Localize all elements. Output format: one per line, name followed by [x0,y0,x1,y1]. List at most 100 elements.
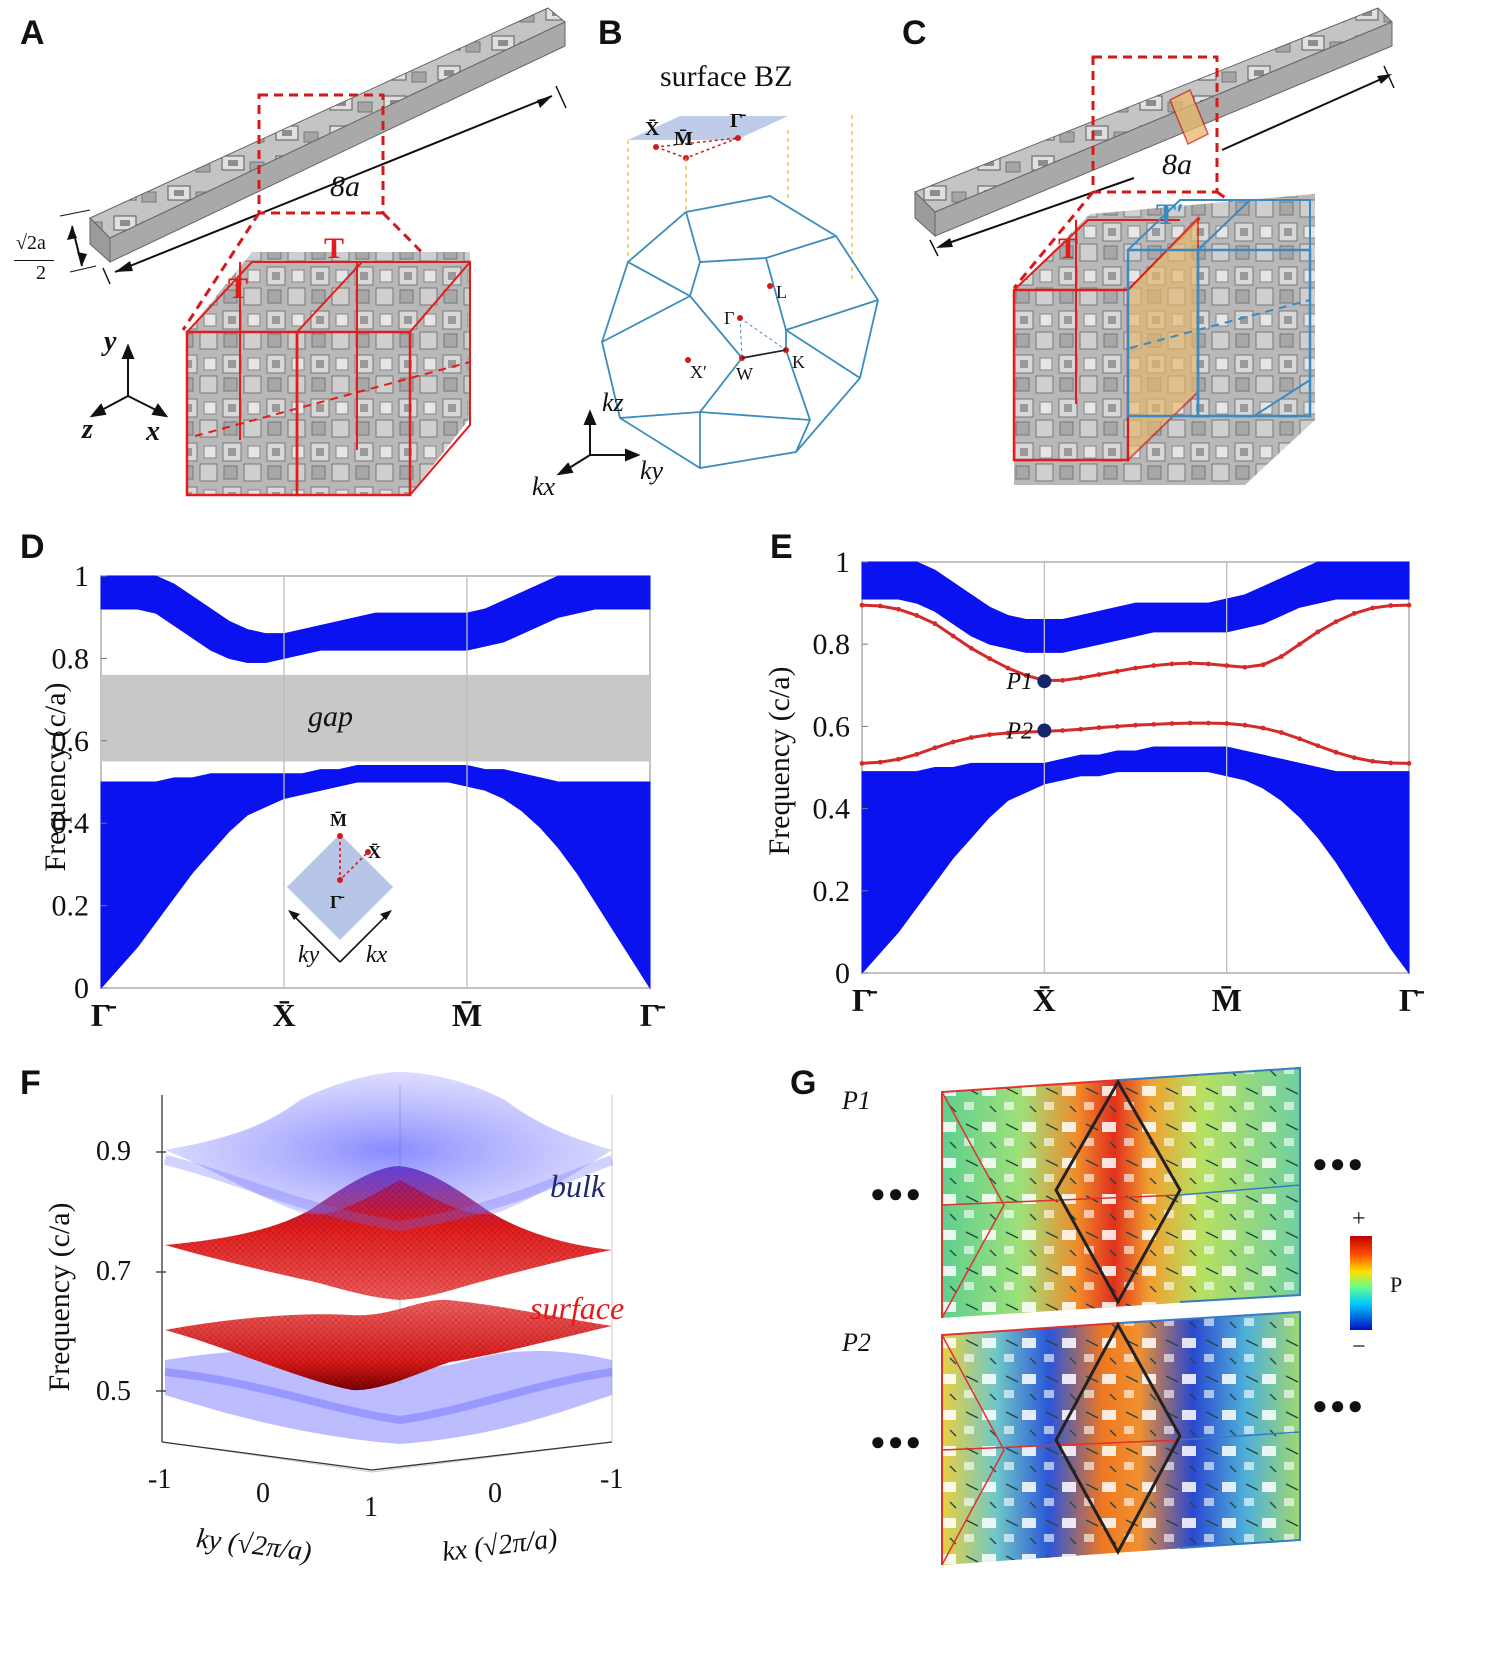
chart-e-frame [861,561,1410,974]
chart-e-edge-point-0-13 [1096,672,1102,678]
chart-f-left-tick-0: -1 [148,1464,172,1495]
chart-d-inset-axis-label-0: ky [298,942,320,968]
chart-d-inset-arrow-ky [288,910,300,920]
chart-e-edge-point-1-28 [1370,758,1375,764]
panel-letter-f: F [20,1064,41,1102]
surface-point-x: X̄ [645,118,660,140]
chart-d-ytick-label-0: 0 [74,972,89,1005]
axis-label-kx-b: kx [532,472,556,501]
chart-e-edge-point-0-3 [914,613,920,618]
chart-e-edge-point-1-20 [1224,721,1230,726]
chart-d-xtick-label-2: M̄ [452,997,482,1033]
chart-d-ytick-label-3: 0.6 [52,725,90,758]
height-label-num-a: √2a [16,232,46,254]
chart-e-bulk-band-0 [861,746,1410,975]
chart-e-marker-0 [1037,674,1052,689]
chart-e-edge-point-0-25 [1315,629,1321,635]
bulk-point-l: L [776,282,787,302]
surface-bz-title: surface BZ [660,60,793,93]
chart-f-right-tick-1: -1 [600,1464,624,1495]
chart-e-edge-point-0-1 [877,603,883,609]
panel-letter-c: C [902,14,927,52]
mode-label-p1: P1 [842,1086,871,1115]
chart-f-left-tick-1: 0 [256,1478,270,1509]
chart-e-edge-point-0-15 [1133,665,1138,671]
chart-e-edge-point-1-9 [1023,729,1029,735]
mode-label-p2: P2 [842,1328,871,1357]
cell-label-tprime-c: T′ [1156,198,1185,231]
chart-e-ytick-label-4: 0.8 [813,628,851,661]
chart-e-ytick-label-2: 0.4 [813,793,851,826]
chart-e-edge-point-0-6 [969,645,974,651]
chart-e-xtick-label-1: X̄ [1033,982,1056,1018]
chart-d-inset-axis-label-1: kx [366,942,388,968]
chart-e-edge-point-1-27 [1351,755,1357,761]
chart-e-edge-point-0-4 [932,621,938,627]
truncated-octahedron [601,195,879,469]
chart-e-edge-point-0-7 [987,656,993,661]
waveguide-beam-c [914,7,1393,238]
cell-label-t-c: T [1058,232,1079,265]
unit-cell-block-a [185,252,471,497]
chart-e-edge-point-1-1 [877,759,883,765]
chart-f-label-surface: surface [530,1290,625,1326]
chart-e-ytick-label-0: 0 [835,957,850,990]
chart-e-bulk-band-1 [861,561,1410,653]
fraction-bar-a [14,260,54,261]
chart-e-edge-point-1-13 [1096,725,1102,731]
chart-e-edge-point-0-17 [1169,661,1175,667]
chart-e-edge-point-0-27 [1351,610,1357,616]
axis-label-y-a: y [104,326,117,357]
chart-e-edge-point-1-18 [1187,720,1193,726]
selection-box-a [257,93,385,215]
chart-e-edge-point-1-11 [1060,728,1065,733]
chart-e-edge-point-0-20 [1224,663,1230,668]
chart-f-ztick-2: 0.9 [96,1136,131,1167]
field-map-p2 [941,1310,1301,1566]
chart-e-marker-1 [1037,723,1052,738]
bulk-point-w: W [736,364,753,384]
axis-label-kz-b: kz [602,388,624,417]
chart-e-edge-point-1-15 [1133,722,1138,728]
chart-f-right-tick-0: 0 [488,1478,502,1509]
panel-letter-g: G [790,1064,817,1102]
axis-label-x-a: x [146,416,160,447]
chart-e-edge-point-1-24 [1297,736,1302,742]
waveguide-beam-a [89,7,566,264]
chart-e-edge-point-0-9 [1023,673,1029,678]
chart-e-edge-point-0-12 [1078,675,1084,681]
chart-d-bulk-band-0 [100,765,651,990]
chart-e-marker-label-1: P2 [1005,719,1033,745]
chart-e-edge-point-0-0 [859,602,865,608]
axes-k-b [556,409,641,476]
ellipsis-p1-left: ●●● [870,1178,924,1208]
colorbar [1350,1236,1372,1330]
chart-e-edge-point-1-4 [932,745,938,751]
chart-f-label-bulk: bulk [550,1168,606,1204]
chart-e-edge-point-0-18 [1187,660,1193,666]
axis-label-z-a: z [82,414,93,445]
chart-e-edge-point-1-21 [1242,722,1248,728]
colorbar-minus: − [1352,1334,1366,1360]
length-label-c: 8a [1162,148,1192,181]
ellipsis-p2-left: ●●● [870,1426,924,1456]
chart-d-inset-point-gamma [337,877,343,883]
chart-e-edge-point-0-19 [1206,661,1211,667]
axes-xyz-a [89,343,169,418]
length-label-a: 8a [330,170,360,203]
chart-e-edge-point-1-29 [1388,760,1394,766]
chart-e-edge-point-0-21 [1242,664,1248,670]
chart-e-edge-point-0-29 [1388,603,1394,608]
bulk-point-gamma: Γ [724,308,735,328]
chart-e-edge-point-0-16 [1151,663,1157,668]
chart-d-inset-arrow-kx [380,910,392,920]
chart-e-xtick-label-2: M̄ [1212,982,1242,1018]
chart-e-edge-point-0-24 [1297,641,1302,647]
